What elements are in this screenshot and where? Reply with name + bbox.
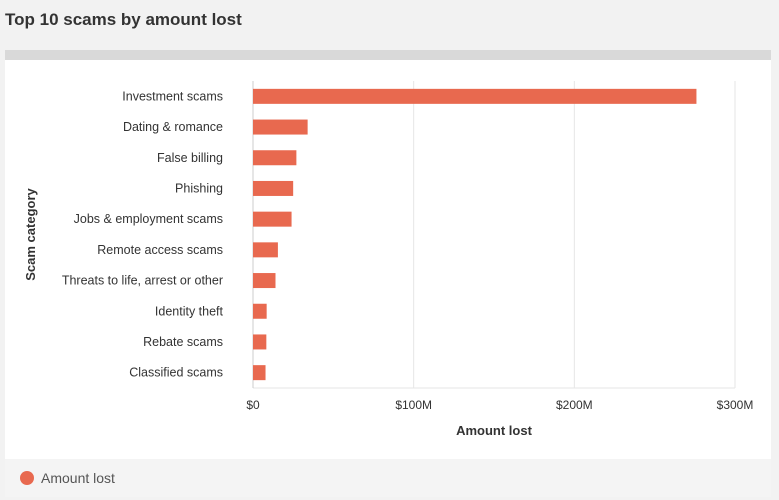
- category-labels: Investment scams Dating & romance False bi…: [62, 89, 224, 379]
- bar[interactable]: [253, 303, 267, 319]
- category-label: Jobs & employment scams: [74, 212, 223, 226]
- bar[interactable]: [253, 334, 267, 350]
- bars: [253, 88, 697, 381]
- x-tick-label: $100M: [395, 398, 432, 412]
- category-label: Dating & romance: [123, 120, 223, 134]
- bar[interactable]: [253, 88, 697, 104]
- x-tick-labels: $0 $100M $200M $300M: [246, 398, 753, 412]
- x-tick-label: $200M: [556, 398, 593, 412]
- category-label: Identity theft: [155, 304, 224, 318]
- chart-panel: [5, 60, 771, 459]
- bar[interactable]: [253, 242, 278, 258]
- header-divider: [5, 50, 771, 60]
- legend-bar: Amount lost: [5, 459, 771, 497]
- x-axis-title: Amount lost: [456, 423, 532, 438]
- legend-label[interactable]: Amount lost: [41, 470, 115, 486]
- category-label: Remote access scams: [97, 243, 223, 257]
- category-label: Classified scams: [129, 366, 223, 380]
- chart-title: Top 10 scams by amount lost: [5, 10, 242, 29]
- bar[interactable]: [253, 119, 308, 135]
- y-axis-title: Scam category: [23, 187, 38, 280]
- category-label: Investment scams: [122, 89, 223, 103]
- bar[interactable]: [253, 365, 266, 381]
- category-label: Phishing: [175, 181, 223, 195]
- legend-marker[interactable]: [20, 471, 34, 485]
- category-label: Threats to life, arrest or other: [62, 274, 223, 288]
- bar[interactable]: [253, 211, 292, 227]
- bar[interactable]: [253, 180, 294, 196]
- x-tick-label: $300M: [717, 398, 754, 412]
- gridlines: [253, 81, 736, 389]
- x-tick-label: $0: [246, 398, 260, 412]
- bar[interactable]: [253, 273, 276, 289]
- category-label: Rebate scams: [143, 335, 223, 349]
- category-label: False billing: [157, 151, 223, 165]
- bar[interactable]: [253, 150, 297, 166]
